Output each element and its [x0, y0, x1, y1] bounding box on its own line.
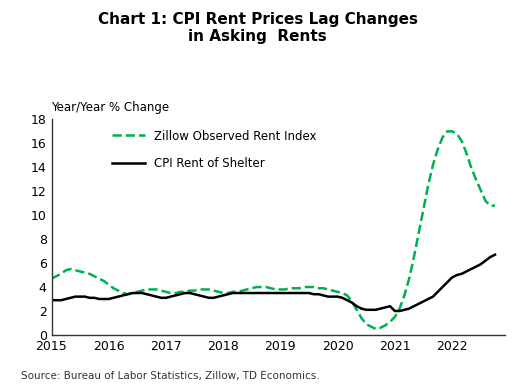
Zillow Observed Rent Index [316, 286, 322, 291]
Zillow Observed Rent Index [163, 290, 169, 294]
Zillow Observed Rent Index [125, 292, 131, 296]
Zillow Observed Rent Index [444, 129, 451, 134]
Text: Chart 1: CPI Rent Prices Lag Changes
in Asking  Rents: Chart 1: CPI Rent Prices Lag Changes in … [97, 12, 418, 44]
Zillow Observed Rent Index [48, 276, 55, 281]
CPI Rent of Shelter [234, 291, 241, 295]
CPI Rent of Shelter [220, 293, 226, 298]
Text: Source: Bureau of Labor Statistics, Zillow, TD Economics.: Source: Bureau of Labor Statistics, Zill… [21, 371, 319, 381]
CPI Rent of Shelter [125, 292, 131, 296]
CPI Rent of Shelter [392, 309, 398, 313]
CPI Rent of Shelter [163, 296, 169, 300]
Zillow Observed Rent Index [373, 326, 379, 331]
CPI Rent of Shelter [48, 298, 55, 303]
Zillow Observed Rent Index [234, 290, 241, 294]
Line: Zillow Observed Rent Index: Zillow Observed Rent Index [52, 131, 495, 329]
CPI Rent of Shelter [382, 305, 388, 310]
Line: CPI Rent of Shelter: CPI Rent of Shelter [52, 255, 495, 311]
CPI Rent of Shelter [316, 292, 322, 296]
Legend: Zillow Observed Rent Index, CPI Rent of Shelter: Zillow Observed Rent Index, CPI Rent of … [112, 130, 317, 170]
CPI Rent of Shelter [492, 253, 498, 257]
Text: Year/Year % Change: Year/Year % Change [52, 100, 169, 114]
Zillow Observed Rent Index [492, 203, 498, 208]
Zillow Observed Rent Index [387, 320, 393, 324]
Zillow Observed Rent Index [220, 291, 226, 295]
